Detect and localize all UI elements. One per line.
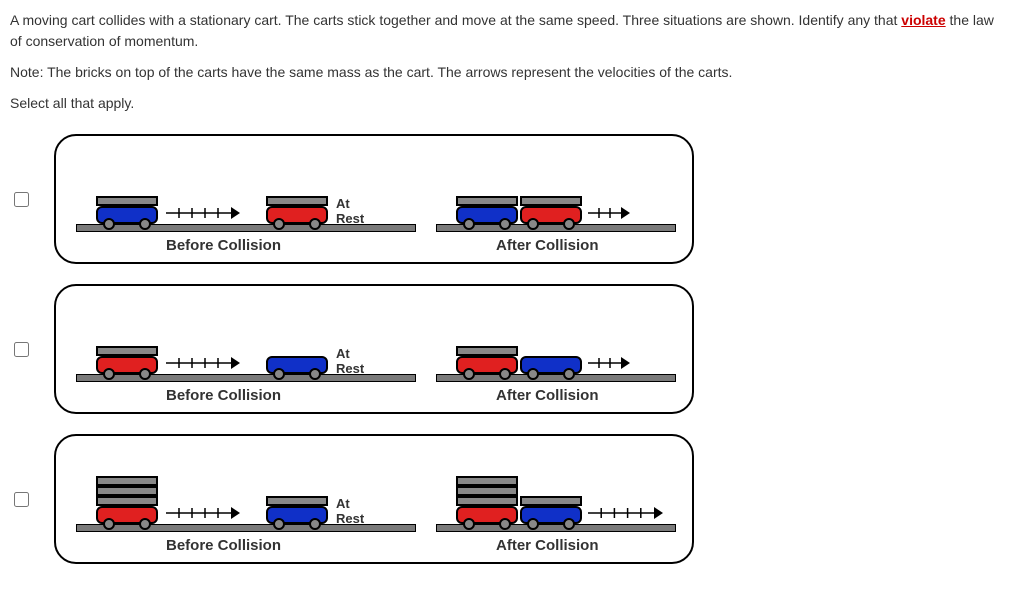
scenario-diagram: AtRest Before Collision After Collision xyxy=(54,434,694,564)
wheel-icon xyxy=(139,518,151,530)
ground xyxy=(76,374,416,382)
question-paragraph-1: A moving cart collides with a stationary… xyxy=(10,10,1007,52)
cart xyxy=(266,356,328,374)
velocity-arrow-icon xyxy=(166,206,241,220)
at-rest-label: AtRest xyxy=(336,197,364,226)
cart xyxy=(266,206,328,224)
option-checkbox-3[interactable] xyxy=(14,492,29,507)
option-checkbox-1[interactable] xyxy=(14,192,29,207)
after-caption: After Collision xyxy=(496,237,599,254)
wheel-icon xyxy=(103,368,115,380)
wheel-icon xyxy=(139,218,151,230)
wheel-icon xyxy=(527,368,539,380)
wheel-icon xyxy=(309,518,321,530)
wheel-icon xyxy=(563,218,575,230)
after-scene xyxy=(436,472,676,532)
wheel-icon xyxy=(527,218,539,230)
brick xyxy=(456,476,518,486)
question-paragraph-3: Select all that apply. xyxy=(10,93,1007,114)
velocity-arrow-icon xyxy=(588,356,631,370)
brick xyxy=(520,196,582,206)
cart xyxy=(456,206,518,224)
after-caption: After Collision xyxy=(496,537,599,554)
after-caption: After Collision xyxy=(496,387,599,404)
before-scene: AtRest xyxy=(76,322,416,382)
q-violate: violate xyxy=(901,12,945,28)
cart xyxy=(456,506,518,524)
wheel-icon xyxy=(103,218,115,230)
wheel-icon xyxy=(563,368,575,380)
option-row: AtRest Before Collision After Collision xyxy=(10,134,1007,264)
scenario-diagram: AtRest Before Collision After Collision xyxy=(54,134,694,264)
brick xyxy=(456,196,518,206)
before-caption: Before Collision xyxy=(166,537,281,554)
cart xyxy=(266,506,328,524)
wheel-icon xyxy=(139,368,151,380)
brick xyxy=(96,196,158,206)
cart xyxy=(456,356,518,374)
at-rest-label: AtRest xyxy=(336,497,364,526)
q-p1a: A moving cart collides with a stationary… xyxy=(10,12,901,28)
wheel-icon xyxy=(273,518,285,530)
option-row: AtRest Before Collision After Collision xyxy=(10,284,1007,414)
wheel-icon xyxy=(563,518,575,530)
velocity-arrow-icon xyxy=(588,206,631,220)
wheel-icon xyxy=(273,368,285,380)
brick xyxy=(266,196,328,206)
wheel-icon xyxy=(309,368,321,380)
cart xyxy=(96,506,158,524)
velocity-arrow-icon xyxy=(166,506,241,520)
option-row: AtRest Before Collision After Collision xyxy=(10,434,1007,564)
question-paragraph-2: Note: The bricks on top of the carts hav… xyxy=(10,62,1007,83)
brick xyxy=(266,496,328,506)
wheel-icon xyxy=(499,368,511,380)
cart xyxy=(520,206,582,224)
cart xyxy=(96,206,158,224)
brick xyxy=(456,496,518,506)
ground xyxy=(76,224,416,232)
wheel-icon xyxy=(103,518,115,530)
brick xyxy=(520,496,582,506)
before-caption: Before Collision xyxy=(166,387,281,404)
brick xyxy=(456,486,518,496)
before-scene: AtRest xyxy=(76,172,416,232)
brick xyxy=(456,346,518,356)
wheel-icon xyxy=(273,218,285,230)
wheel-icon xyxy=(463,368,475,380)
at-rest-label: AtRest xyxy=(336,347,364,376)
option-checkbox-2[interactable] xyxy=(14,342,29,357)
before-scene: AtRest xyxy=(76,472,416,532)
before-caption: Before Collision xyxy=(166,237,281,254)
scenario-diagram: AtRest Before Collision After Collision xyxy=(54,284,694,414)
after-scene xyxy=(436,322,676,382)
cart xyxy=(520,356,582,374)
cart xyxy=(520,506,582,524)
wheel-icon xyxy=(499,218,511,230)
wheel-icon xyxy=(499,518,511,530)
velocity-arrow-icon xyxy=(588,506,664,520)
wheel-icon xyxy=(527,518,539,530)
brick xyxy=(96,496,158,506)
wheel-icon xyxy=(309,218,321,230)
brick xyxy=(96,346,158,356)
cart xyxy=(96,356,158,374)
wheel-icon xyxy=(463,518,475,530)
wheel-icon xyxy=(463,218,475,230)
brick xyxy=(96,486,158,496)
after-scene xyxy=(436,172,676,232)
velocity-arrow-icon xyxy=(166,356,241,370)
ground xyxy=(76,524,416,532)
brick xyxy=(96,476,158,486)
